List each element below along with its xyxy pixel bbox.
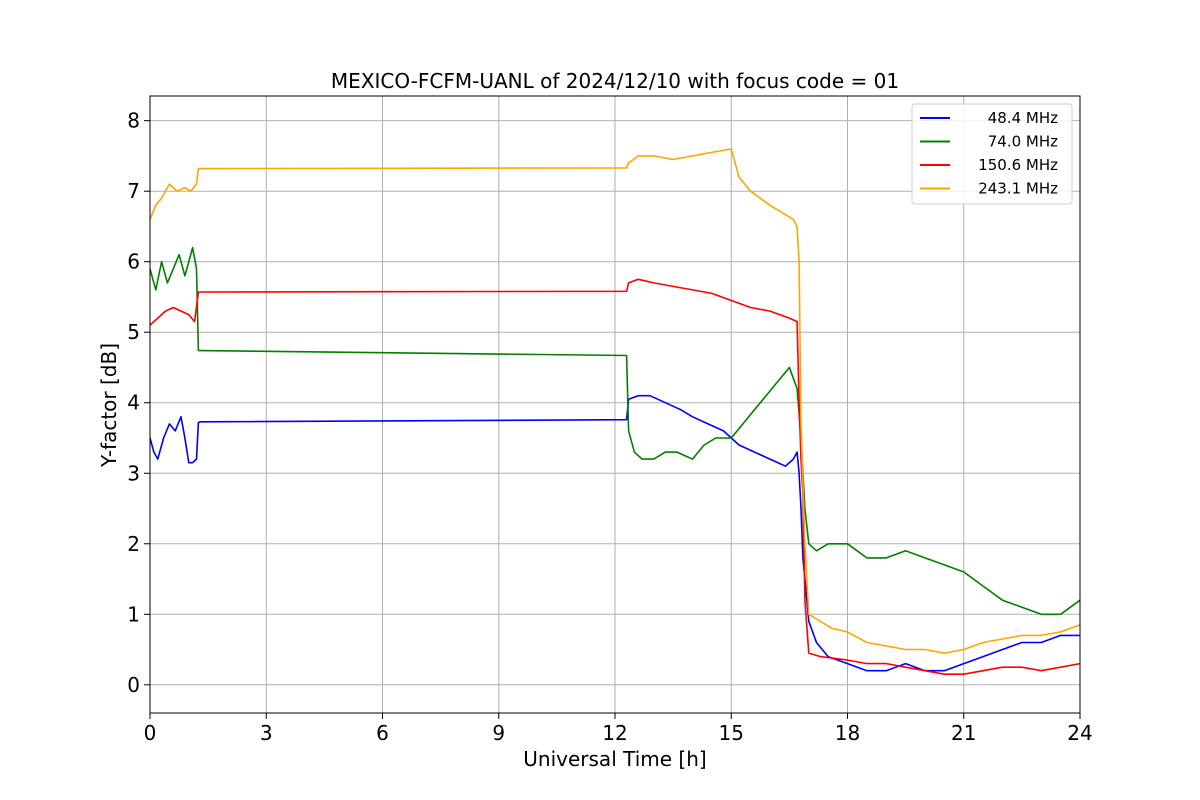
x-axis-ticks: 0 3 6 9 12 15 18 21 24	[144, 713, 1093, 745]
y-tick-label: 6	[127, 250, 140, 274]
y-axis-label: Y-factor [dB]	[97, 343, 121, 468]
legend-box	[911, 103, 1073, 205]
legend-label: 48.4 MHz	[988, 109, 1058, 127]
y-tick-label: 5	[127, 320, 140, 344]
series-line-150-6-mhz	[149, 278, 1081, 676]
x-tick-label: 18	[835, 721, 860, 745]
x-tick-label: 12	[602, 721, 627, 745]
series-layer	[149, 148, 1081, 676]
legend-label: 243.1 MHz	[978, 180, 1058, 198]
x-tick-label: 3	[260, 721, 273, 745]
chart-title: MEXICO-FCFM-UANL of 2024/12/10 with focu…	[331, 69, 899, 93]
y-tick-label: 3	[127, 461, 140, 485]
y-tick-label: 8	[127, 109, 140, 133]
series-line-74-0-mhz	[149, 246, 1081, 616]
legend: 48.4 MHz 74.0 MHz 150.6 MHz 243.1 MHz	[911, 103, 1073, 205]
y-axis-ticks: 0 1 2 3 4 5 6 7 8	[127, 109, 150, 697]
grid	[149, 96, 1081, 713]
legend-label: 74.0 MHz	[988, 133, 1058, 151]
y-tick-label: 2	[127, 532, 140, 556]
x-tick-label: 24	[1067, 721, 1092, 745]
y-tick-label: 7	[127, 179, 140, 203]
x-tick-label: 6	[376, 721, 389, 745]
y-tick-label: 0	[127, 673, 140, 697]
series-line-243-1-mhz	[149, 148, 1081, 654]
y-tick-label: 1	[127, 602, 140, 626]
x-tick-label: 21	[951, 721, 976, 745]
x-tick-label: 0	[144, 721, 157, 745]
y-tick-label: 4	[127, 391, 140, 415]
x-tick-label: 15	[719, 721, 744, 745]
x-axis-label: Universal Time [h]	[523, 747, 706, 771]
x-tick-label: 9	[492, 721, 505, 745]
legend-label: 150.6 MHz	[978, 156, 1058, 174]
